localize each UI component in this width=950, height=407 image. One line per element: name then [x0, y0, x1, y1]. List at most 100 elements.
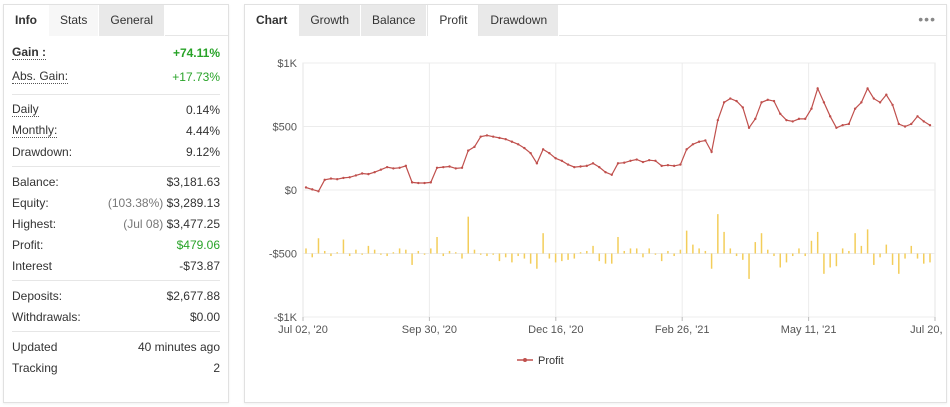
x-axis-labels: Jul 02, '20 Sep 30, '20 Dec 16, '20 Feb 26,… [278, 324, 950, 336]
tab-drawdown[interactable]: Drawdown [479, 5, 560, 36]
tab-profit[interactable]: Profit [427, 5, 480, 36]
daily-bar [685, 230, 688, 254]
daily-bar [548, 253, 551, 259]
daily-bar [380, 253, 382, 255]
daily-bar [698, 248, 700, 254]
y-tick-label: $0 [285, 185, 297, 197]
profit-point [435, 166, 439, 169]
daily-bar [517, 253, 519, 257]
stats-panel: Info Stats General Gain : +74.11% Abs. G… [3, 4, 229, 403]
y-tick-label: -$500 [269, 249, 297, 261]
profit-point [847, 122, 851, 126]
profit-point [860, 101, 863, 104]
daily-bar [348, 253, 351, 257]
daily-bar [929, 253, 931, 263]
y-tick-label: $1K [277, 58, 297, 70]
profit-point [535, 162, 539, 165]
profit-point [816, 87, 819, 90]
daily-bar [423, 253, 426, 255]
tab-general[interactable]: General [99, 5, 166, 36]
profit-chart: $1K $500 $0 -$500 -$1K Jul 02, '20 Sep 30, '2… [245, 37, 950, 402]
profit-label: Profit: [12, 237, 44, 252]
daily-bar [604, 253, 607, 264]
daily-bar [486, 253, 488, 257]
profit-point [641, 160, 645, 164]
stat-highest: Highest: (Jul 08) $3,477.25 [12, 213, 220, 234]
x-tick-label: Feb 26, '21 [655, 324, 710, 336]
profit-point [554, 157, 557, 160]
tab-growth[interactable]: Growth [299, 5, 362, 36]
balance-value: $3,181.63 [166, 174, 220, 189]
highest-label: Highest: [12, 216, 57, 231]
profit-point [766, 98, 769, 102]
tab-stats[interactable]: Stats [49, 5, 100, 36]
profit-point [417, 181, 420, 185]
profit-point [810, 107, 813, 110]
daily-bar [667, 250, 669, 254]
daily-bar [311, 253, 313, 258]
stat-profit: Profit: $479.06 [12, 234, 220, 255]
stat-drawdown: Drawdown: 9.12% [12, 141, 220, 162]
stat-daily: Daily 0.14% [12, 99, 220, 120]
daily-bar [417, 250, 420, 254]
daily-bar [923, 253, 925, 264]
highest-amount: $3,477.25 [166, 216, 220, 231]
daily-bar [704, 250, 707, 254]
drawdown-label: Drawdown: [12, 144, 73, 159]
deposits-label: Deposits: [12, 288, 63, 303]
daily-bar [567, 253, 569, 260]
daily-bar [804, 253, 806, 257]
profit-point [398, 166, 401, 169]
profit-point [548, 151, 551, 155]
profit-point [797, 117, 801, 121]
profit-point [679, 163, 682, 166]
daily-bar [816, 231, 819, 254]
profit-point [379, 168, 383, 171]
profit-point [623, 161, 626, 164]
tab-info[interactable]: Info [4, 5, 49, 36]
profit-point [735, 99, 738, 103]
profit-point [585, 164, 588, 168]
profit-point [317, 190, 320, 193]
daily-bar [529, 253, 532, 264]
more-options-icon[interactable]: ••• [918, 11, 936, 27]
profit-point [747, 126, 751, 129]
profit-point [523, 146, 526, 150]
profit-point [304, 186, 308, 189]
abs-gain-label[interactable]: Abs. Gain: [12, 68, 69, 84]
profit-point [591, 162, 595, 165]
daily-bar [436, 236, 438, 254]
daily-bar [767, 249, 769, 254]
profit-point [648, 158, 651, 162]
chart-legend[interactable]: Profit [517, 355, 564, 367]
stats-list: Gain : +74.11% Abs. Gain: +17.73% Daily … [4, 36, 228, 382]
profit-point [885, 93, 888, 96]
profit-point [866, 87, 869, 90]
y-axis-labels: $1K $500 $0 -$500 -$1K [269, 58, 298, 324]
profit-point [610, 173, 613, 176]
daily-bar [617, 236, 619, 254]
profit-point [903, 125, 907, 128]
tab-balance[interactable]: Balance [361, 5, 428, 36]
daily-bar [386, 253, 388, 257]
profit-point [516, 143, 520, 146]
equity-amount: $3,289.13 [166, 195, 220, 210]
daily-bar [461, 253, 463, 259]
stat-abs-gain: Abs. Gain: +17.73% [12, 63, 220, 90]
profit-point [729, 97, 732, 100]
stat-interest: Interest -$73.87 [12, 255, 220, 276]
highest-date: (Jul 08) [123, 216, 164, 231]
profit-point [492, 135, 495, 138]
stat-updated: Updated 40 minutes ago [12, 336, 220, 357]
gain-label[interactable]: Gain : [12, 44, 47, 60]
abs-gain-value: +17.73% [172, 69, 220, 84]
monthly-label[interactable]: Monthly: [12, 122, 58, 138]
tab-chart[interactable]: Chart [245, 5, 300, 36]
legend-label[interactable]: Profit [538, 355, 564, 367]
daily-bar [611, 253, 613, 264]
daily-label[interactable]: Daily [12, 101, 39, 117]
daily-bar [442, 253, 445, 257]
profit-point [704, 139, 707, 142]
daily-bar [904, 253, 906, 259]
daily-bar [455, 252, 457, 254]
